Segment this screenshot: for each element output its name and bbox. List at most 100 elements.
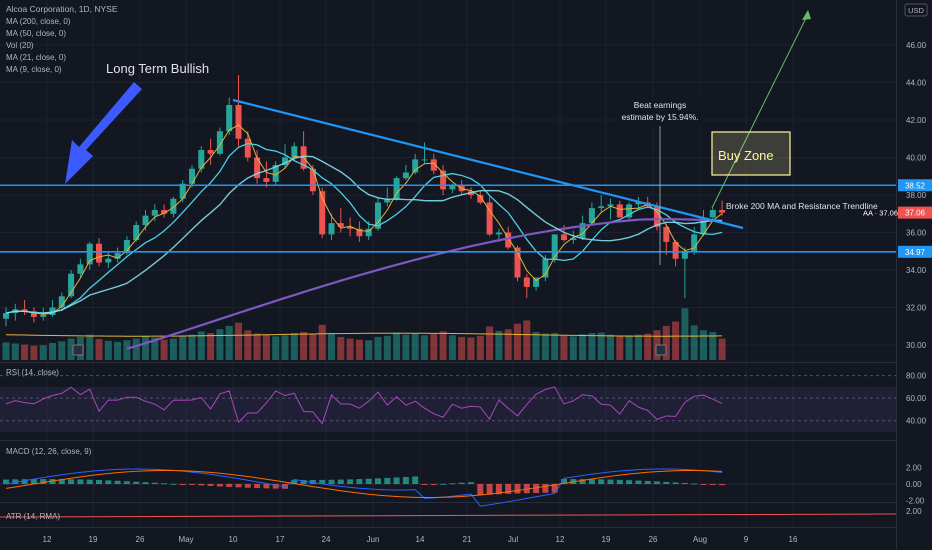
macd-histogram-bar xyxy=(123,481,130,484)
projection-arrow-line[interactable] xyxy=(711,13,809,209)
candle-body xyxy=(375,202,381,229)
volume-bar xyxy=(262,334,270,360)
projection-arrow-head xyxy=(802,10,811,20)
volume-bar xyxy=(523,320,531,360)
volume-bar xyxy=(690,325,698,360)
support-price-tag[interactable] xyxy=(898,245,932,258)
candle-body xyxy=(598,206,605,209)
legend-ma200[interactable]: MA (200, close, 0) xyxy=(6,17,71,26)
volume-bar xyxy=(532,331,540,360)
volume-bar xyxy=(95,339,103,360)
candle-body xyxy=(449,185,456,190)
axes: 46.00 44.00 42.00 40.00 38.00 36.00 34.00 32.00… xyxy=(43,41,932,544)
macd-histogram-bar xyxy=(598,479,605,484)
volume-bar xyxy=(411,333,419,360)
volume-bar xyxy=(216,329,224,360)
candle-body xyxy=(40,315,47,317)
dividend-marker[interactable] xyxy=(655,344,667,356)
volume-bar xyxy=(551,333,559,360)
volume-bar xyxy=(421,335,428,360)
macd-histogram-bar xyxy=(86,479,93,484)
macd-histogram-bar xyxy=(328,479,335,484)
macd-histogram-bar xyxy=(198,484,205,486)
volume-bar xyxy=(179,336,187,360)
currency-box[interactable] xyxy=(904,3,928,17)
macd-histogram-bar xyxy=(681,482,688,484)
time-tick-label: 10 xyxy=(229,535,238,544)
candle-body xyxy=(235,105,242,139)
macd-histogram-bar xyxy=(337,479,344,484)
candle-body xyxy=(570,238,577,240)
macd-histogram-bar xyxy=(607,479,614,484)
volume-bar xyxy=(355,339,363,360)
volume-bar xyxy=(588,333,596,360)
volume-bar xyxy=(281,335,289,360)
rsi-tick-label: 60.00 xyxy=(906,394,927,403)
candle-body xyxy=(244,138,251,158)
annotation-beat-earnings-line1[interactable]: Beat earnings xyxy=(634,100,686,110)
atr-line xyxy=(0,513,897,518)
support-price-label: 34.97 xyxy=(905,248,926,257)
macd-histogram-bar xyxy=(291,479,298,484)
macd-histogram-bar xyxy=(133,481,140,484)
candle-body xyxy=(337,223,344,227)
volume-bar xyxy=(337,336,345,360)
legend-ma9[interactable]: MA (9, close, 0) xyxy=(6,65,62,74)
candle-body xyxy=(486,202,493,235)
descending-trendline[interactable] xyxy=(232,98,744,230)
macd-histogram-bar xyxy=(319,479,326,484)
volume-bar xyxy=(560,335,568,360)
volume-bar xyxy=(634,334,642,360)
macd-histogram-bar xyxy=(300,479,307,484)
annotation-beat-earnings-line2[interactable]: estimate by 15.94%. xyxy=(621,112,698,122)
candle-body xyxy=(282,157,288,165)
long-term-arrow[interactable] xyxy=(65,82,142,184)
volume-bar xyxy=(541,333,549,360)
macd-histogram-bar xyxy=(3,479,9,484)
volume-bar xyxy=(58,341,66,360)
volume-bar xyxy=(383,335,391,360)
candle-body xyxy=(421,159,428,161)
legend-ma50[interactable]: MA (50, close, 0) xyxy=(6,29,66,38)
candle-body xyxy=(495,232,502,235)
macd-histogram-bar xyxy=(663,481,670,484)
time-tick-label: 17 xyxy=(276,535,285,544)
legend-ma21[interactable]: MA (21, close, 0) xyxy=(6,53,66,62)
dividend-marker[interactable] xyxy=(72,344,84,356)
macd-histogram-bar xyxy=(49,479,56,484)
macd-histogram-bar xyxy=(21,479,28,484)
price-tick-label: 40.00 xyxy=(906,154,927,163)
candle-body xyxy=(626,204,633,218)
candle-body xyxy=(607,204,614,207)
volume-bar xyxy=(309,334,317,360)
volume-bar xyxy=(272,336,280,360)
macd-histogram-bar xyxy=(402,476,409,484)
currency-label[interactable]: USD xyxy=(908,6,924,15)
volume-bar xyxy=(597,332,605,360)
volume-bar xyxy=(495,330,503,360)
volume-bar xyxy=(579,334,587,360)
price-tick-label: 42.00 xyxy=(906,116,927,125)
legend-vol[interactable]: Vol (20) xyxy=(6,41,34,50)
annotation-broke-200ma[interactable]: Broke 200 MA and Resistance Trendline xyxy=(726,201,878,211)
macd-histogram-bar xyxy=(672,482,679,484)
volume-bar xyxy=(607,334,614,360)
volume-bar xyxy=(132,338,140,360)
macd-histogram-bar xyxy=(365,478,372,484)
last-price-label: 37.06 xyxy=(905,209,926,218)
time-tick-label: 12 xyxy=(43,535,52,544)
volume-bar xyxy=(114,341,122,360)
atr-title: ATR (14, RMA) xyxy=(6,512,60,521)
macd-histogram-bar xyxy=(709,484,716,485)
volume-bar xyxy=(346,338,354,360)
buy-zone-box[interactable] xyxy=(711,131,791,176)
candle-body xyxy=(681,251,688,259)
macd-histogram-bar xyxy=(161,483,168,485)
volume-bar xyxy=(142,335,149,360)
volume-bar xyxy=(662,325,670,360)
macd-histogram-bar xyxy=(468,482,474,484)
resistance-price-tag[interactable] xyxy=(898,179,932,192)
annotation-buy-zone[interactable]: Buy Zone xyxy=(718,148,774,163)
last-price-tag[interactable] xyxy=(898,206,932,219)
annotation-long-term-bullish[interactable]: Long Term Bullish xyxy=(106,61,209,76)
